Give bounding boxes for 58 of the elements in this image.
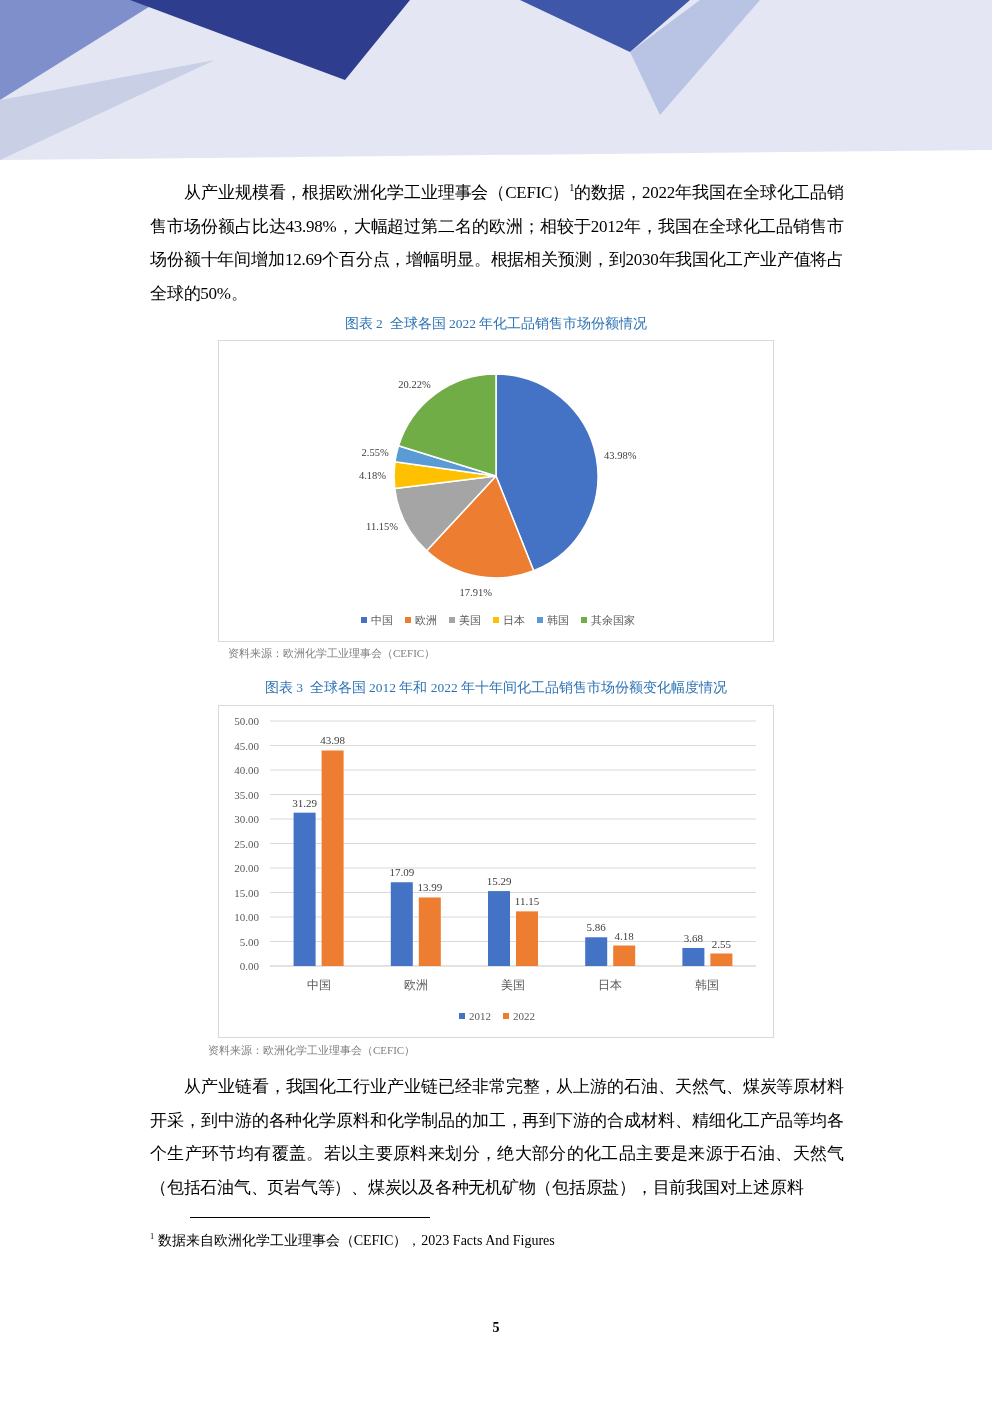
- data-label: 17.91%: [459, 587, 493, 599]
- y-tick-label: 30.00: [234, 813, 260, 825]
- legend-label: 中国: [371, 614, 393, 626]
- y-tick-label: 0.00: [239, 960, 260, 972]
- legend-label: 日本: [503, 614, 525, 626]
- text: 资料来源：欧洲化学工业理事会（CEFIC）: [208, 1044, 416, 1056]
- legend-label: 欧洲: [415, 614, 437, 626]
- bar: [682, 947, 705, 966]
- bar: [585, 937, 608, 966]
- data-label: 5.86: [586, 921, 607, 934]
- data-label: 2.55: [711, 937, 732, 950]
- data-label: 20.22%: [398, 379, 431, 391]
- y-tick-label: 15.00: [234, 886, 260, 899]
- legend-label: 2022: [513, 1010, 535, 1022]
- bar: [710, 953, 733, 966]
- x-tick-label: 中国: [306, 978, 331, 992]
- data-label: 43.98%: [604, 450, 637, 462]
- text: 5: [491, 1319, 501, 1337]
- bar: [516, 911, 538, 966]
- data-label: 4.18%: [358, 470, 387, 482]
- text: 从产业链看，我国化工行业产业链已经非常完整，从上游的石油、天然气、煤炭等原材料开采，到中游的各种化学原料和化学制品的加工，再到下游的合成材料、精细化工产品等均各个生产环节均有覆盖。若以主要原料来划分，绝大部分的化工品主要是来源于石油、天然气（包括石油气、页岩气等）、煤炭以及各种无机矿物（包括原盐），目前我国对上述原料: [150, 1076, 844, 1199]
- data-label: 11.15%: [366, 521, 399, 533]
- data-label: 13.99: [417, 881, 443, 894]
- legend-label: 韩国: [547, 614, 569, 626]
- legend-label: 美国: [459, 614, 481, 626]
- data-label: 17.09: [389, 866, 415, 879]
- x-tick-label: 韩国: [695, 978, 720, 992]
- text: $^{1}$ 数据来自欧洲化学工业理事会（CEFIC），2023 Facts And Figures: [150, 1231, 556, 1250]
- y-tick-label: 10.00: [234, 911, 260, 923]
- chart-title: 图表 2 全球各国 2022 年化工品销售市场份额情况: [344, 316, 648, 331]
- y-tick-label: 35.00: [234, 788, 260, 801]
- bar: [390, 882, 413, 966]
- x-tick-label: 欧洲: [403, 978, 428, 992]
- legend-label: 其余国家: [591, 614, 635, 626]
- x-tick-label: 美国: [501, 978, 525, 992]
- data-label: 43.98: [320, 734, 346, 747]
- y-tick-label: 25.00: [234, 837, 260, 850]
- x-tick-label: 日本: [598, 978, 623, 992]
- data-label: 2.55%: [361, 446, 389, 458]
- bar: [613, 945, 636, 966]
- bar: [321, 750, 344, 966]
- text: 从产业规模看，根据欧洲化学工业理事会（CEFIC）$^{1}$的数据，2022年我国在全球化工品销售市场份额占比达43.98%，大幅超过第二名的欧洲；相较于2012年，我国在全球化工品销售市场份额十年间增加12.69个百分点，增幅明显。根据相关预测，到2030年我国化工产业产值将占全球的50%。: [150, 181, 844, 305]
- chart-title: 图表 3 全球各国 2012 年和 2022 年十年间化工品销售市场份额变化幅度情况: [264, 680, 728, 695]
- y-tick-label: 5.00: [239, 935, 260, 948]
- legend-label: 2012: [469, 1010, 491, 1022]
- data-label: 3.68: [683, 931, 704, 944]
- y-tick-label: 40.00: [234, 764, 260, 776]
- y-tick-label: 50.00: [234, 715, 260, 727]
- data-label: 11.15: [514, 895, 540, 908]
- y-tick-label: 45.00: [234, 739, 260, 752]
- data-label: 4.18: [614, 929, 635, 942]
- y-tick-label: 20.00: [234, 862, 260, 874]
- text: 资料来源：欧洲化学工业理事会（CEFIC）: [228, 647, 436, 659]
- bar: [293, 812, 316, 966]
- bar: [418, 897, 441, 966]
- data-label: 31.29: [292, 796, 318, 809]
- data-label: 15.29: [486, 875, 512, 888]
- bar: [488, 891, 510, 966]
